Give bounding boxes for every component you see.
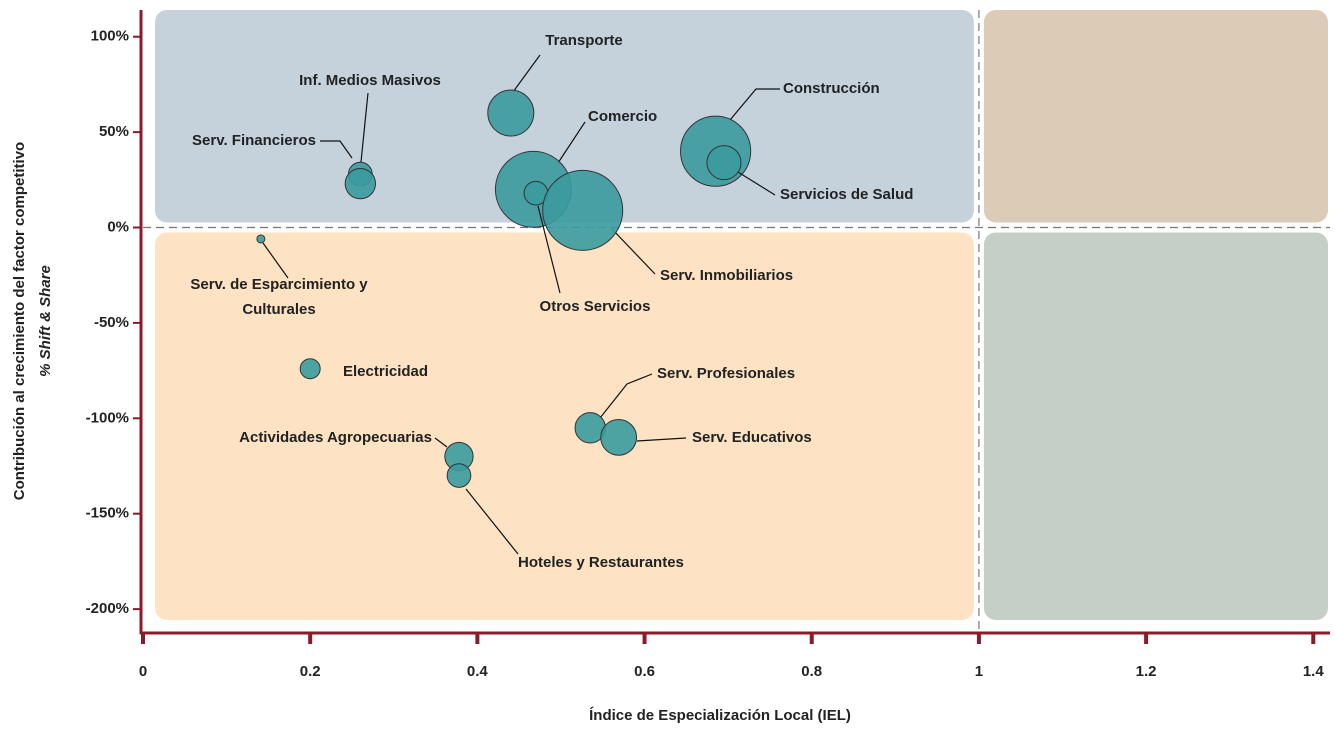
- leader-line: [737, 171, 776, 196]
- quadrant: [983, 10, 1328, 223]
- x-tick-label: 1.2: [1136, 663, 1157, 680]
- y-tick-label: 0%: [107, 218, 129, 235]
- y-tick-label: 50%: [99, 123, 129, 140]
- bubble-label: Serv. Profesionales: [657, 365, 795, 382]
- x-tick-label: 1: [975, 663, 983, 680]
- bubble-label: Actividades Agropecuarias: [239, 429, 432, 446]
- y-tick-label: -150%: [86, 505, 129, 522]
- leader-line: [262, 242, 289, 279]
- bubble-label: Serv. de Esparcimiento y Culturales: [190, 276, 368, 318]
- leader-line: [729, 88, 780, 121]
- y-axis-label: Contribución al crecimiento del factor c…: [11, 142, 28, 500]
- quadrant: [983, 232, 1328, 620]
- bubble: [299, 358, 321, 380]
- leader-line: [512, 54, 541, 93]
- bubble: [542, 169, 624, 251]
- bubble: [446, 463, 472, 488]
- x-tick-label: 0: [139, 663, 147, 680]
- leader-line: [320, 140, 353, 159]
- bubble-label: Electricidad: [343, 363, 428, 380]
- x-tick-label: 1.4: [1303, 663, 1325, 680]
- x-tick-label: 0.4: [467, 663, 489, 680]
- x-axis-label: Índice de Especialización Local (IEL): [589, 707, 851, 724]
- bubble: [600, 418, 638, 456]
- y-tick-label: -50%: [94, 314, 129, 331]
- bubble-label: Serv. Financieros: [192, 132, 316, 149]
- leader-line: [557, 121, 586, 164]
- bubble-label: Serv. Inmobiliarios: [660, 267, 793, 284]
- x-tick-label: 0.8: [801, 663, 822, 680]
- y-tick-label: -200%: [86, 600, 129, 617]
- bubble-label: Hoteles y Restaurantes: [518, 554, 684, 571]
- bubble: [706, 145, 742, 181]
- leader-line: [636, 437, 687, 442]
- leader-line: [599, 373, 653, 419]
- bubble-label: Comercio: [588, 108, 657, 125]
- bubble: [487, 89, 535, 137]
- leader-line: [537, 205, 561, 294]
- bubble: [256, 234, 266, 244]
- bubble-label: Construcción: [783, 80, 880, 97]
- bubble-label: Serv. Educativos: [692, 429, 812, 446]
- bubble: [344, 167, 377, 200]
- quadrant: [155, 232, 974, 620]
- leader-line: [611, 228, 656, 275]
- y-tick-label: -100%: [86, 409, 129, 426]
- leader-line: [434, 437, 448, 448]
- y-tick-label: 100%: [91, 28, 129, 45]
- bubble-label: Transporte: [545, 32, 623, 49]
- x-tick-label: 0.6: [634, 663, 655, 680]
- y-axis-label: % Shift & Share: [37, 265, 54, 377]
- leader-line: [465, 488, 519, 555]
- bubble-label: Otros Servicios: [540, 298, 651, 315]
- bubble-label: Inf. Medios Masivos: [299, 72, 441, 89]
- bubble-label: Servicios de Salud: [780, 186, 913, 203]
- x-tick-label: 0.2: [300, 663, 321, 680]
- leader-line: [360, 92, 369, 163]
